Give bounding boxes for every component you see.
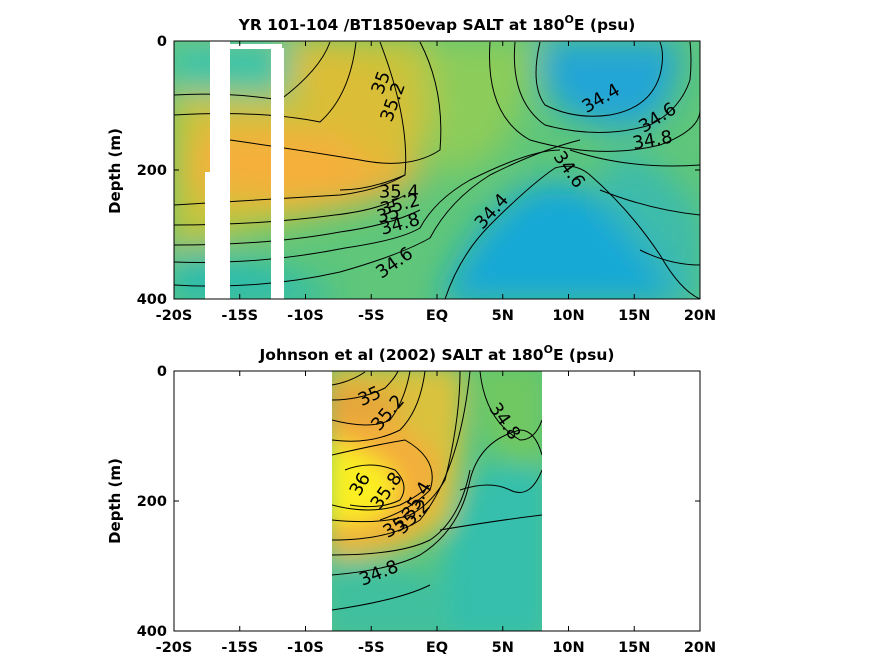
- y-tick-label: 200: [137, 163, 167, 179]
- y-axis-label-top: Depth (m): [106, 128, 124, 214]
- x-tick-label: -15S: [221, 640, 258, 656]
- salinity-field-top: [174, 41, 700, 299]
- x-tick-label: -15S: [221, 308, 258, 324]
- y-tick-label: 400: [137, 624, 167, 640]
- axes-top: -20S -15S -10S -5S EQ 5N 10N 15N 20N 0 200 400: [137, 34, 716, 324]
- x-tick-label: 5N: [492, 308, 514, 324]
- y-tick-label: 0: [157, 364, 167, 380]
- x-tick-label: -5S: [358, 308, 385, 324]
- x-tick-label: -10S: [287, 640, 324, 656]
- chart-panel-bottom: Johnson et al (2002) SALT at 180OE (psu): [106, 343, 716, 656]
- y-axis-label-bottom: Depth (m): [106, 458, 124, 544]
- x-tick-label: -10S: [287, 308, 324, 324]
- y-tick-label: 0: [157, 34, 167, 50]
- axes-bottom: -20S -15S -10S -5S EQ 5N 10N 15N 20N 0 200 400: [137, 364, 716, 656]
- x-tick-label: 15N: [618, 308, 650, 324]
- x-tick-label: EQ: [426, 640, 448, 656]
- chart-title-top: YR 101-104 /BT1850evap SALT at 180OE (ps…: [238, 13, 636, 34]
- x-tick-label: -20S: [156, 640, 193, 656]
- contour-label: 35.4: [379, 182, 419, 203]
- x-tick-label: 10N: [552, 640, 584, 656]
- x-tick-label: -20S: [156, 308, 193, 324]
- chart-title-bottom: Johnson et al (2002) SALT at 180OE (psu): [259, 343, 615, 364]
- y-tick-label: 400: [137, 292, 167, 308]
- data-gap: [271, 48, 284, 299]
- y-tick-label: 200: [137, 494, 167, 510]
- x-tick-label: 15N: [618, 640, 650, 656]
- chart-panel-top: YR 101-104 /BT1850evap SALT at 180OE (ps…: [106, 13, 716, 324]
- x-tick-label: 5N: [492, 640, 514, 656]
- data-gap: [210, 41, 230, 299]
- x-tick-label: -5S: [358, 640, 385, 656]
- x-tick-label: 10N: [552, 308, 584, 324]
- data-gap: [224, 44, 282, 49]
- x-tick-label: EQ: [426, 308, 448, 324]
- x-tick-label: 20N: [684, 308, 716, 324]
- salinity-field-bottom: [332, 371, 542, 631]
- data-gap: [205, 172, 213, 299]
- x-tick-label: 20N: [684, 640, 716, 656]
